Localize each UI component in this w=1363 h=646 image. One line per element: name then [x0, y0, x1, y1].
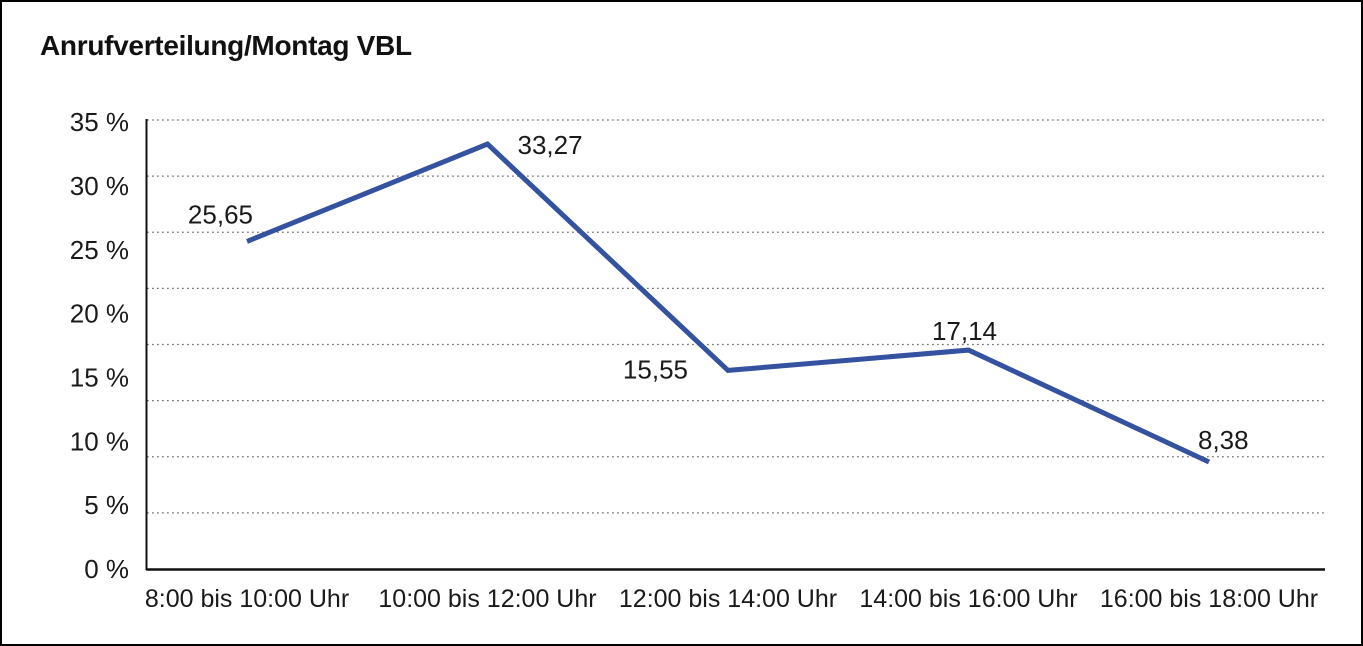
data-point-label: 8,38: [1198, 425, 1249, 455]
data-point-label: 17,14: [932, 316, 997, 346]
x-category-label: 14:00 bis 16:00 Uhr: [859, 585, 1077, 613]
x-category-label: 10:00 bis 12:00 Uhr: [378, 585, 596, 613]
data-point-label: 33,27: [518, 130, 583, 160]
y-tick-label: 0 %: [84, 554, 129, 584]
data-point-label: 15,55: [623, 355, 688, 385]
data-point-label: 25,65: [188, 200, 253, 230]
y-tick-label: 30 %: [70, 171, 129, 201]
series-line: [246, 141, 1211, 465]
x-category-label: 12:00 bis 14:00 Uhr: [619, 585, 837, 613]
y-tick-label: 5 %: [84, 490, 129, 520]
y-tick-label: 20 %: [70, 299, 129, 329]
chart-title: Anrufverteilung/Montag VBL: [40, 30, 412, 61]
x-category-label: 8:00 bis 10:00 Uhr: [145, 585, 349, 613]
x-category-label: 16:00 bis 18:00 Uhr: [1100, 585, 1318, 613]
y-tick-label: 10 %: [70, 426, 129, 456]
y-tick-label: 35 %: [70, 107, 129, 137]
y-tick-label: 15 %: [70, 363, 129, 393]
y-tick-label: 25 %: [70, 235, 129, 265]
